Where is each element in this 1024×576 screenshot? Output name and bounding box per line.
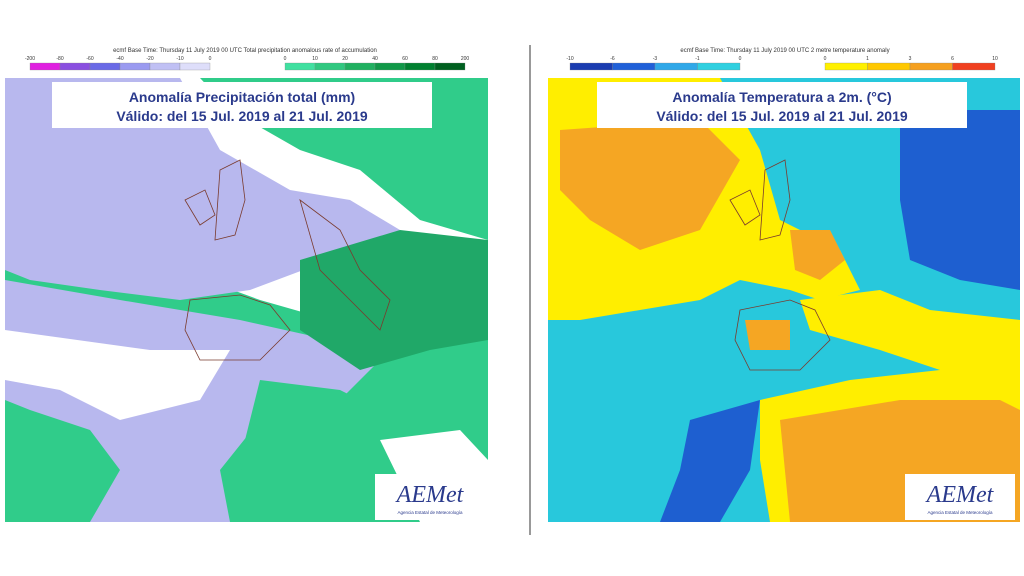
legend-label: 0 (739, 56, 742, 62)
legend-swatch (434, 62, 466, 71)
legend-label: -40 (116, 56, 123, 62)
legend-label: 40 (372, 56, 378, 62)
title-box (52, 82, 432, 128)
legend-swatch (314, 62, 346, 71)
legend-swatch (824, 62, 868, 71)
legend-swatch (119, 62, 151, 71)
map-header: ecmf Base Time: Thursday 11 July 2019 00… (680, 48, 889, 54)
legend-label: -6 (610, 56, 615, 62)
legend-label: 3 (909, 56, 912, 62)
legend-label: 200 (461, 56, 470, 62)
legend-label: -20 (146, 56, 153, 62)
legend-label: -10 (566, 56, 573, 62)
legend-swatch (149, 62, 181, 71)
legend-swatch (612, 62, 656, 71)
legend-label: -1 (695, 56, 700, 62)
title-box (597, 82, 967, 128)
legend-label: 60 (402, 56, 408, 62)
temperature-map (548, 78, 1020, 522)
legend-swatch (952, 62, 996, 71)
legend-swatch (59, 62, 91, 71)
legend-label: 0 (209, 56, 212, 62)
legend-label: 20 (342, 56, 348, 62)
legend-swatch (404, 62, 436, 71)
legend-swatch (89, 62, 121, 71)
legend-label: -10 (176, 56, 183, 62)
map-subtitle: Válido: del 15 Jul. 2019 al 21 Jul. 2019 (656, 108, 908, 124)
legend-label: 6 (951, 56, 954, 62)
logo: AEMet (925, 482, 995, 508)
map-subtitle: Válido: del 15 Jul. 2019 al 21 Jul. 2019 (116, 108, 368, 124)
legend-label: -60 (86, 56, 93, 62)
precipitation-map (5, 78, 488, 522)
map-title: Anomalía Precipitación total (mm) (129, 89, 355, 105)
logo: AEMet (395, 482, 465, 508)
legend-swatch (29, 62, 61, 71)
logo-subtitle: Agencia Estatal de Meteorología (397, 510, 463, 515)
legend-label: 0 (284, 56, 287, 62)
logo-box (375, 474, 485, 520)
map-title: Anomalía Temperatura a 2m. (°C) (672, 89, 891, 105)
legend-label: 80 (432, 56, 438, 62)
legend-label: 10 (992, 56, 998, 62)
logo-subtitle: Agencia Estatal de Meteorología (927, 510, 993, 515)
legend-swatch (179, 62, 211, 71)
legend-swatch (284, 62, 316, 71)
legend-label: -80 (56, 56, 63, 62)
legend-swatch (374, 62, 406, 71)
legend-label: -3 (653, 56, 658, 62)
logo-box (905, 474, 1015, 520)
legend-label: -200 (25, 56, 35, 62)
legend-swatch (909, 62, 953, 71)
legend-swatch (697, 62, 741, 71)
legend-label: 10 (312, 56, 318, 62)
legend-label: 0 (824, 56, 827, 62)
legend-swatch (344, 62, 376, 71)
legend-swatch (654, 62, 698, 71)
legend-swatch (867, 62, 911, 71)
legend-label: 1 (866, 56, 869, 62)
legend-swatch (569, 62, 613, 71)
map-header: ecmf Base Time: Thursday 11 July 2019 00… (113, 48, 377, 54)
